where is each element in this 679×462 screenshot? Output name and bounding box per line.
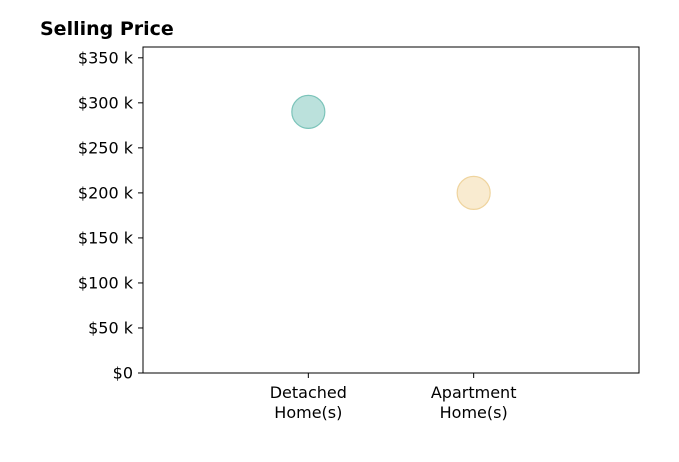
y-tick-label: $250 k (78, 138, 134, 157)
data-point (291, 94, 326, 129)
data-point (456, 175, 491, 210)
x-tick-label-line: Home(s) (274, 403, 342, 422)
y-tick-label: $150 k (78, 228, 134, 247)
y-tick-label: $50 k (88, 318, 134, 337)
chart-title: Selling Price (40, 18, 174, 40)
x-axis: Detached Home(s)Apartment Home(s) (270, 373, 517, 422)
data-points (291, 94, 491, 210)
y-tick-label: $300 k (78, 93, 134, 112)
x-tick-label: Apartment Home(s) (431, 383, 517, 422)
y-tick-label: $350 k (78, 48, 134, 67)
x-tick-label-line: Apartment (431, 383, 517, 402)
y-tick-label: $200 k (78, 183, 134, 202)
x-tick-label-line: Home(s) (440, 403, 508, 422)
y-tick-label: $100 k (78, 273, 134, 292)
x-tick-label: Detached Home(s) (270, 383, 347, 422)
x-tick-label-line: Detached (270, 383, 347, 402)
y-tick-label: $0 (113, 364, 133, 383)
y-axis: $0 $50 k $100 k $150 k $200 k $250 k $300 k $35… (78, 48, 143, 383)
plot-frame (142, 46, 640, 374)
